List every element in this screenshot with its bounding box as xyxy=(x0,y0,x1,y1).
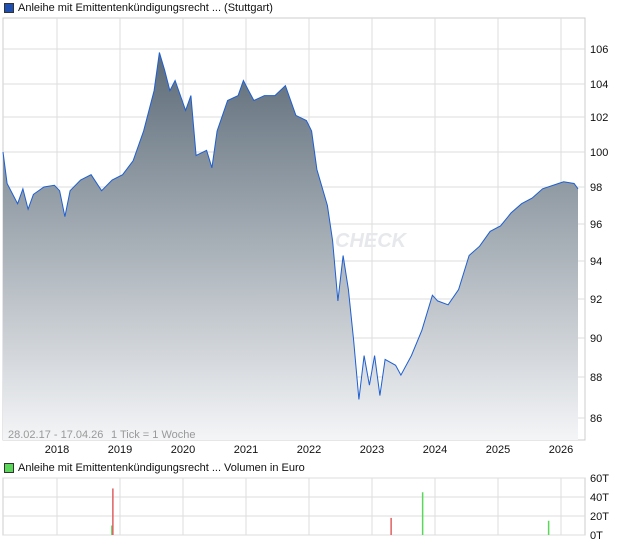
volume-y-tick-label: 0T xyxy=(590,530,603,542)
x-tick-label: 2022 xyxy=(297,444,321,456)
volume-legend-label: Anleihe mit Emittentenkündigungsrecht ..… xyxy=(18,462,305,474)
x-tick-label: 2023 xyxy=(360,444,384,456)
price-area xyxy=(3,52,578,440)
volume-bar xyxy=(390,517,392,535)
price-legend: Anleihe mit Emittentenkündigungsrecht ..… xyxy=(4,2,273,14)
range-info: 28.02.17 - 17.04.26 xyxy=(8,429,103,441)
volume-y-tick-label: 60T xyxy=(590,473,609,485)
watermark: CHECK xyxy=(335,230,408,252)
y-tick-label: 94 xyxy=(590,256,602,268)
y-tick-label: 86 xyxy=(590,413,602,425)
volume-y-tick-label: 20T xyxy=(590,511,609,523)
volume-legend-swatch xyxy=(4,463,14,473)
price-line xyxy=(2,52,579,400)
y-tick-label: 102 xyxy=(590,112,608,124)
x-tick-label: 2024 xyxy=(423,444,447,456)
y-tick-label: 96 xyxy=(590,219,602,231)
price-legend-label: Anleihe mit Emittentenkündigungsrecht ..… xyxy=(18,2,273,14)
x-tick-label: 2020 xyxy=(171,444,195,456)
x-tick-label: 2019 xyxy=(108,444,132,456)
y-tick-label: 88 xyxy=(590,372,602,384)
x-tick-label: 2025 xyxy=(486,444,510,456)
volume-legend: Anleihe mit Emittentenkündigungsrecht ..… xyxy=(4,462,305,474)
volume-y-tick-label: 40T xyxy=(590,492,609,504)
x-tick-label: 2026 xyxy=(549,444,573,456)
y-tick-label: 92 xyxy=(590,294,602,306)
y-tick-label: 100 xyxy=(590,147,608,159)
y-tick-label: 104 xyxy=(590,79,608,91)
y-tick-label: 98 xyxy=(590,182,602,194)
volume-bar xyxy=(547,520,550,535)
price-legend-swatch xyxy=(4,3,14,13)
volume-bar xyxy=(421,492,424,535)
volume-bar xyxy=(111,525,113,535)
volume-bar xyxy=(112,488,114,535)
y-tick-label: 106 xyxy=(590,44,608,56)
y-tick-label: 90 xyxy=(590,333,602,345)
x-tick-label: 2018 xyxy=(45,444,69,456)
tick-info: 1 Tick = 1 Woche xyxy=(111,429,195,441)
x-tick-label: 2021 xyxy=(234,444,258,456)
